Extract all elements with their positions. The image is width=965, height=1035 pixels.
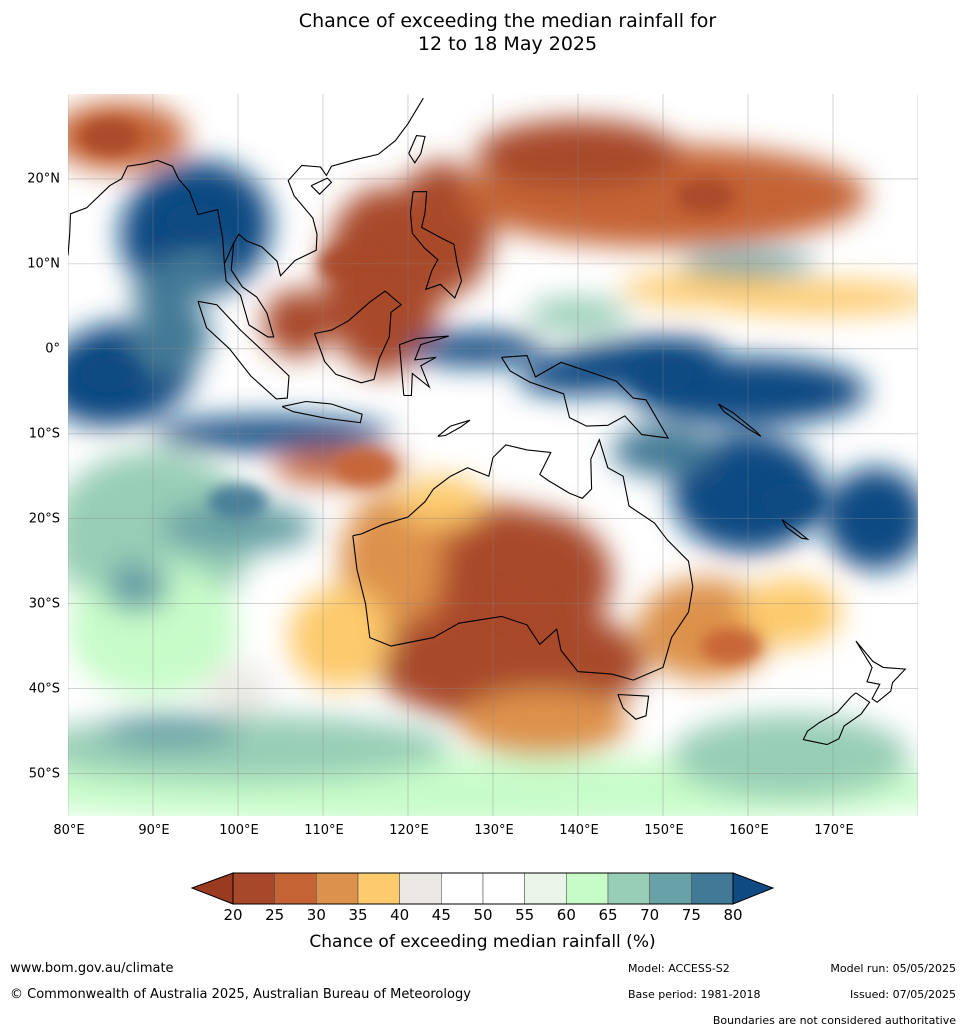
latitude-tick-label: 10°N: [27, 256, 60, 272]
field-patch: [671, 714, 910, 800]
footer-website: www.bom.gov.au/climate: [10, 961, 174, 976]
dry-region-core: [701, 628, 761, 665]
longitude-tick-label: 150°E: [644, 823, 684, 838]
colorbar-segment: [524, 872, 567, 905]
latitude-tick-label: 0°: [45, 341, 60, 357]
map-canvas: [68, 94, 918, 816]
new-zealand-north-coastline: [855, 640, 907, 703]
longitude-tick-label: 120°E: [389, 823, 429, 838]
colorbar-segment: [274, 872, 317, 905]
colorbar-segment: [232, 872, 275, 905]
colorbar-tick-label: 35: [348, 906, 368, 924]
colorbar-max-extend: [732, 872, 775, 905]
wet-region-core: [165, 203, 226, 240]
footer-model-run: Model run: 05/05/2025: [830, 962, 956, 975]
field-patch: [102, 714, 238, 749]
graticule: [68, 94, 918, 816]
wet-region-core: [80, 356, 141, 393]
solomon-islands-coastline: [717, 403, 762, 437]
field-patch: [289, 586, 391, 689]
borneo-coastline: [313, 290, 403, 384]
wet-region-core: [760, 483, 821, 520]
colorbar-tick-label: 80: [723, 906, 743, 924]
colorbar-tick-label: 75: [681, 906, 701, 924]
timor-coastline: [437, 419, 471, 437]
longitude-tick-label: 80°E: [53, 823, 85, 838]
field-patch: [399, 476, 485, 528]
colorbar-tick-label: 20: [223, 906, 243, 924]
longitude-tick-label: 110°E: [304, 823, 344, 838]
coastlines: [68, 97, 907, 746]
field-patch: [739, 578, 842, 647]
longitude-tick-label: 90°E: [138, 823, 170, 838]
colorbar-segment: [607, 872, 650, 905]
rainfall-probability-map: [68, 94, 918, 816]
sumatra-coastline: [197, 300, 290, 400]
colorbar-tick-label: 45: [431, 906, 451, 924]
footer-issued: Issued: 07/05/2025: [849, 988, 956, 1001]
longitude-tick-label: 130°E: [474, 823, 514, 838]
new-caledonia-coastline: [781, 519, 810, 540]
colorbar-segment: [357, 872, 400, 905]
colorbar-segment: [649, 872, 692, 905]
colorbar-frame: [232, 872, 734, 905]
colorbar-tick-label: 50: [473, 906, 493, 924]
colorbar-tick-label: 40: [390, 906, 410, 924]
latitude-tick-label: 50°S: [28, 766, 60, 782]
field-patch: [442, 510, 612, 647]
myanmar-bangladesh-coastline: [68, 159, 225, 264]
colorbar-segment: [482, 872, 525, 905]
longitude-tick-label: 160°E: [729, 823, 769, 838]
longitude-tick-label: 140°E: [559, 823, 599, 838]
colorbar-segment: [316, 872, 359, 905]
title-line-1: Chance of exceeding the median rainfall …: [298, 10, 717, 32]
taiwan-coastline: [408, 135, 426, 164]
footer-boundaries-note: Boundaries are not considered authoritat…: [712, 1014, 956, 1027]
colorbar-tick-label: 25: [265, 906, 285, 924]
colorbar-tick-label: 55: [515, 906, 535, 924]
philippines-coastline: [409, 191, 463, 299]
new-guinea-coastline: [501, 355, 670, 439]
colorbar-segment: [566, 872, 609, 905]
field-patch: [459, 688, 629, 757]
latitude-tick-label: 40°S: [28, 681, 60, 697]
sulawesi-coastline: [398, 335, 449, 397]
dry-region-core: [335, 449, 396, 486]
java-coastline: [281, 400, 363, 424]
colorbar-segment: [691, 872, 734, 905]
longitude-tick-label: 100°E: [219, 823, 259, 838]
latitude-tick-label: 20°N: [27, 171, 60, 187]
field-patch: [620, 272, 791, 307]
footer-base-period: Base period: 1981-2018: [628, 988, 761, 1001]
latitude-tick-label: 10°S: [28, 426, 60, 442]
field-patch: [263, 289, 332, 358]
colorbar-segment: [441, 872, 484, 905]
colorbar-tick-label: 30: [306, 906, 326, 924]
indochina-coastline: [233, 97, 424, 277]
probability-field-detail: [80, 118, 821, 665]
colorbar-min-extend: [190, 872, 234, 905]
colorbar: [190, 872, 775, 905]
dry-region-core: [675, 177, 736, 214]
field-patch: [102, 561, 170, 613]
malay-peninsula-coastline: [223, 242, 275, 338]
field-patch: [129, 304, 211, 377]
colorbar-tick-label: 70: [640, 906, 660, 924]
hainan-coastline: [310, 177, 333, 195]
footer-copyright: © Commonwealth of Australia 2025, Austra…: [10, 987, 471, 1002]
longitude-tick-label: 170°E: [814, 823, 854, 838]
tasmania-coastline: [617, 693, 650, 720]
footer-model: Model: ACCESS-S2: [628, 962, 730, 975]
latitude-tick-label: 30°S: [28, 596, 60, 612]
new-zealand-south-coastline: [802, 692, 871, 746]
title-line-2: 12 to 18 May 2025: [417, 33, 598, 55]
map-title: Chance of exceeding the median rainfall …: [0, 10, 965, 56]
australia-coastline: [352, 438, 694, 681]
colorbar-tick-label: 65: [598, 906, 618, 924]
colorbar-segment: [399, 872, 442, 905]
latitude-tick-label: 20°S: [28, 511, 60, 527]
colorbar-tick-label: 60: [556, 906, 576, 924]
dry-region-core: [80, 118, 141, 155]
colorbar-title: Chance of exceeding median rainfall (%): [309, 932, 656, 952]
